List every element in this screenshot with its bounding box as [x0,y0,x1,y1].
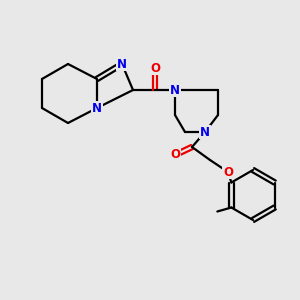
Text: N: N [170,83,180,97]
Text: O: O [170,148,180,161]
Text: N: N [200,125,210,139]
Text: N: N [117,58,127,70]
Text: N: N [92,101,102,115]
Text: O: O [223,166,233,178]
Text: O: O [150,61,160,74]
